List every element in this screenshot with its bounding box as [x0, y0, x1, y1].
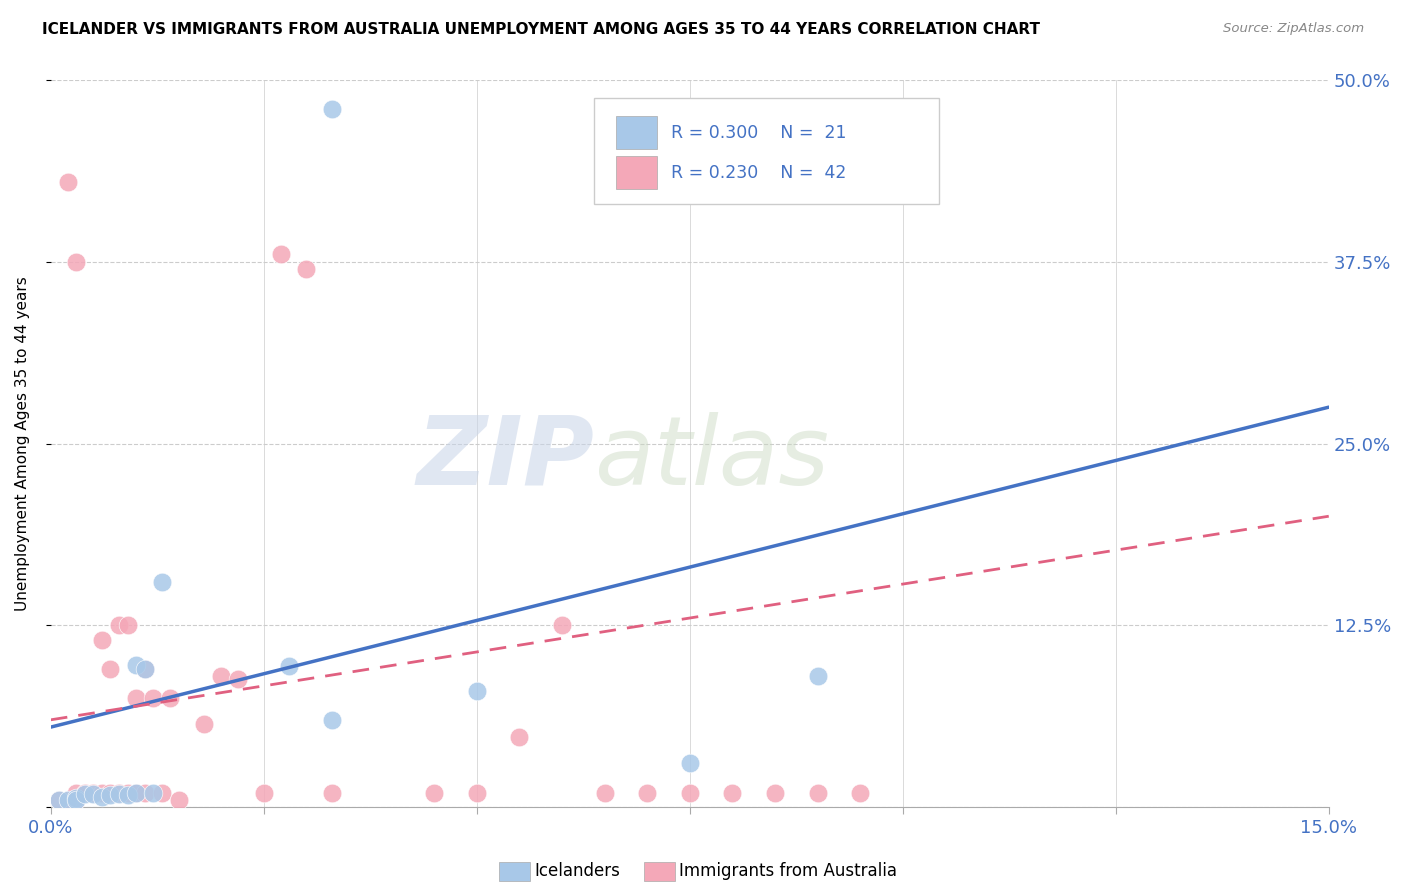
- Point: [807, 669, 830, 683]
- Point: [82, 785, 104, 799]
- Point: [159, 691, 181, 706]
- Text: R = 0.230    N =  42: R = 0.230 N = 42: [671, 164, 846, 182]
- Point: [551, 618, 574, 632]
- Point: [125, 785, 148, 799]
- Point: [763, 785, 786, 799]
- Point: [125, 785, 148, 799]
- Point: [65, 254, 87, 268]
- Text: ZIP: ZIP: [416, 411, 593, 505]
- Point: [73, 787, 96, 801]
- Point: [56, 175, 79, 189]
- Point: [150, 785, 173, 799]
- Point: [849, 785, 872, 799]
- Point: [56, 793, 79, 807]
- Point: [100, 785, 122, 799]
- Point: [209, 669, 232, 683]
- Point: [226, 672, 249, 686]
- Text: Immigrants from Australia: Immigrants from Australia: [679, 863, 897, 880]
- Point: [295, 262, 318, 277]
- Point: [167, 793, 190, 807]
- Point: [636, 785, 658, 799]
- Point: [150, 574, 173, 589]
- Text: Icelanders: Icelanders: [534, 863, 620, 880]
- Point: [117, 789, 139, 803]
- Point: [134, 662, 156, 676]
- Point: [65, 785, 87, 799]
- Point: [508, 731, 530, 745]
- Point: [278, 659, 301, 673]
- Point: [108, 618, 131, 632]
- Text: Source: ZipAtlas.com: Source: ZipAtlas.com: [1223, 22, 1364, 36]
- Point: [100, 789, 122, 803]
- Text: atlas: atlas: [593, 411, 830, 505]
- Point: [423, 785, 446, 799]
- Point: [91, 785, 114, 799]
- Point: [117, 618, 139, 632]
- Point: [134, 785, 156, 799]
- Point: [321, 713, 343, 727]
- Point: [142, 691, 165, 706]
- Text: ICELANDER VS IMMIGRANTS FROM AUSTRALIA UNEMPLOYMENT AMONG AGES 35 TO 44 YEARS CO: ICELANDER VS IMMIGRANTS FROM AUSTRALIA U…: [42, 22, 1040, 37]
- Point: [91, 632, 114, 647]
- Point: [48, 793, 70, 807]
- Point: [125, 691, 148, 706]
- Point: [125, 657, 148, 672]
- Y-axis label: Unemployment Among Ages 35 to 44 years: Unemployment Among Ages 35 to 44 years: [15, 277, 30, 611]
- Point: [465, 785, 488, 799]
- Bar: [616, 116, 657, 149]
- Point: [65, 791, 87, 805]
- Point: [321, 785, 343, 799]
- Point: [65, 793, 87, 807]
- Point: [193, 717, 215, 731]
- Point: [108, 785, 131, 799]
- Bar: [616, 156, 657, 189]
- Point: [134, 662, 156, 676]
- Point: [73, 785, 96, 799]
- Point: [100, 662, 122, 676]
- Point: [679, 785, 702, 799]
- Point: [321, 102, 343, 116]
- Point: [253, 785, 276, 799]
- Point: [807, 785, 830, 799]
- Text: R = 0.300    N =  21: R = 0.300 N = 21: [671, 124, 846, 142]
- Point: [465, 683, 488, 698]
- Point: [142, 785, 165, 799]
- Point: [56, 793, 79, 807]
- Point: [270, 247, 292, 261]
- Point: [91, 789, 114, 804]
- Point: [679, 756, 702, 771]
- Point: [117, 785, 139, 799]
- Point: [108, 787, 131, 801]
- Point: [721, 785, 744, 799]
- Point: [65, 793, 87, 807]
- Point: [593, 785, 616, 799]
- Point: [82, 787, 104, 801]
- FancyBboxPatch shape: [593, 98, 939, 203]
- Point: [48, 793, 70, 807]
